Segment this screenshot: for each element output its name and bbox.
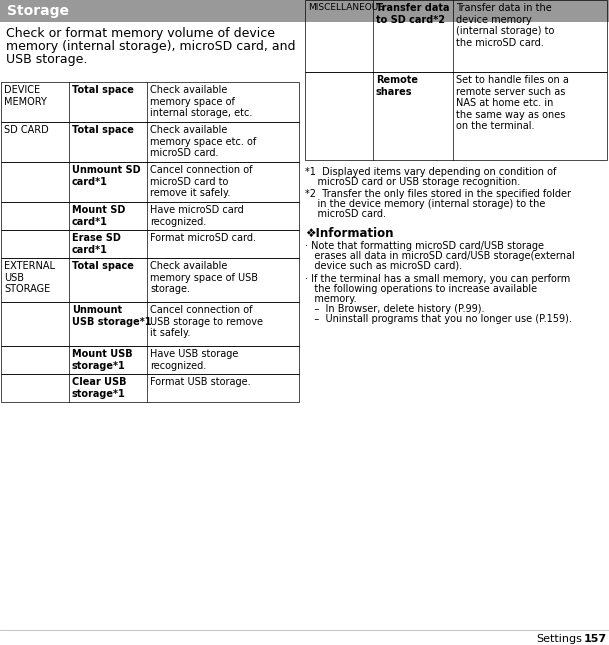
Bar [1, 258, 299, 302]
Text: Mount SD
card*1: Mount SD card*1 [72, 205, 125, 226]
Text: Check or format memory volume of device: Check or format memory volume of device [6, 27, 275, 40]
Text: Have microSD card
recognized.: Have microSD card recognized. [150, 205, 244, 226]
Text: *1  Displayed items vary depending on condition of: *1 Displayed items vary depending on con… [305, 167, 557, 177]
Text: EXTERNAL
USB
STORAGE: EXTERNAL USB STORAGE [4, 261, 55, 294]
Text: Mount USB
storage*1: Mount USB storage*1 [72, 349, 133, 371]
Text: Unmount
USB storage*1: Unmount USB storage*1 [72, 305, 152, 326]
Text: Total space: Total space [72, 85, 134, 95]
Text: MISCELLANEOUS: MISCELLANEOUS [308, 3, 384, 12]
Text: Transfer data
to SD card*2: Transfer data to SD card*2 [376, 3, 449, 25]
Text: microSD card.: microSD card. [305, 209, 386, 219]
Text: SD CARD: SD CARD [4, 125, 49, 135]
Bar [1, 202, 299, 230]
Text: DEVICE
MEMORY: DEVICE MEMORY [4, 85, 47, 106]
Text: ❖Information: ❖Information [305, 227, 393, 240]
Text: Unmount SD
card*1: Unmount SD card*1 [72, 165, 141, 186]
Text: Have USB storage
recognized.: Have USB storage recognized. [150, 349, 238, 371]
Bar [1, 82, 299, 122]
Text: Cancel connection of
USB storage to remove
it safely.: Cancel connection of USB storage to remo… [150, 305, 263, 338]
Text: · If the terminal has a small memory, you can perform: · If the terminal has a small memory, yo… [305, 274, 570, 284]
Bar [1, 122, 299, 162]
Text: in the device memory (internal storage) to the: in the device memory (internal storage) … [305, 199, 546, 209]
Bar [1, 230, 299, 258]
Text: 157: 157 [584, 634, 607, 644]
Bar [1, 302, 299, 346]
Text: –  In Browser, delete history (P.99).: – In Browser, delete history (P.99). [305, 304, 485, 314]
Text: Settings: Settings [536, 634, 582, 644]
Text: · Note that formatting microSD card/USB storage: · Note that formatting microSD card/USB … [305, 241, 544, 251]
Bar [305, 0, 607, 72]
Text: Remote
shares: Remote shares [376, 75, 418, 97]
Bar [1, 162, 299, 202]
Text: memory (internal storage), microSD card, and: memory (internal storage), microSD card,… [6, 40, 295, 53]
Text: Check available
memory space of USB
storage.: Check available memory space of USB stor… [150, 261, 258, 294]
Text: Clear USB
storage*1: Clear USB storage*1 [72, 377, 127, 399]
Text: –  Uninstall programs that you no longer use (P.159).: – Uninstall programs that you no longer … [305, 314, 572, 324]
Text: Total space: Total space [72, 261, 134, 271]
Bar [1, 374, 299, 402]
Text: Erase SD
card*1: Erase SD card*1 [72, 233, 121, 255]
Text: the following operations to increase available: the following operations to increase ava… [305, 284, 537, 294]
Text: USB storage.: USB storage. [6, 53, 87, 66]
Text: Transfer data in the
device memory
(internal storage) to
the microSD card.: Transfer data in the device memory (inte… [456, 3, 554, 48]
Text: *2  Transfer the only files stored in the specified folder: *2 Transfer the only files stored in the… [305, 189, 571, 199]
Bar [0, 0, 609, 22]
Text: erases all data in microSD card/USB storage(external: erases all data in microSD card/USB stor… [305, 251, 575, 261]
Text: Check available
memory space of
internal storage, etc.: Check available memory space of internal… [150, 85, 252, 118]
Text: device such as microSD card).: device such as microSD card). [305, 261, 462, 271]
Text: Total space: Total space [72, 125, 134, 135]
Text: memory.: memory. [305, 294, 357, 304]
Text: Format microSD card.: Format microSD card. [150, 233, 256, 243]
Text: microSD card or USB storage recognition.: microSD card or USB storage recognition. [305, 177, 520, 187]
Text: Set to handle files on a
remote server such as
NAS at home etc. in
the same way : Set to handle files on a remote server s… [456, 75, 569, 132]
Bar [1, 346, 299, 374]
Text: Cancel connection of
microSD card to
remove it safely.: Cancel connection of microSD card to rem… [150, 165, 253, 198]
Text: Storage: Storage [7, 4, 69, 18]
Text: Check available
memory space etc. of
microSD card.: Check available memory space etc. of mic… [150, 125, 256, 158]
Bar [305, 72, 607, 160]
Text: Format USB storage.: Format USB storage. [150, 377, 251, 387]
